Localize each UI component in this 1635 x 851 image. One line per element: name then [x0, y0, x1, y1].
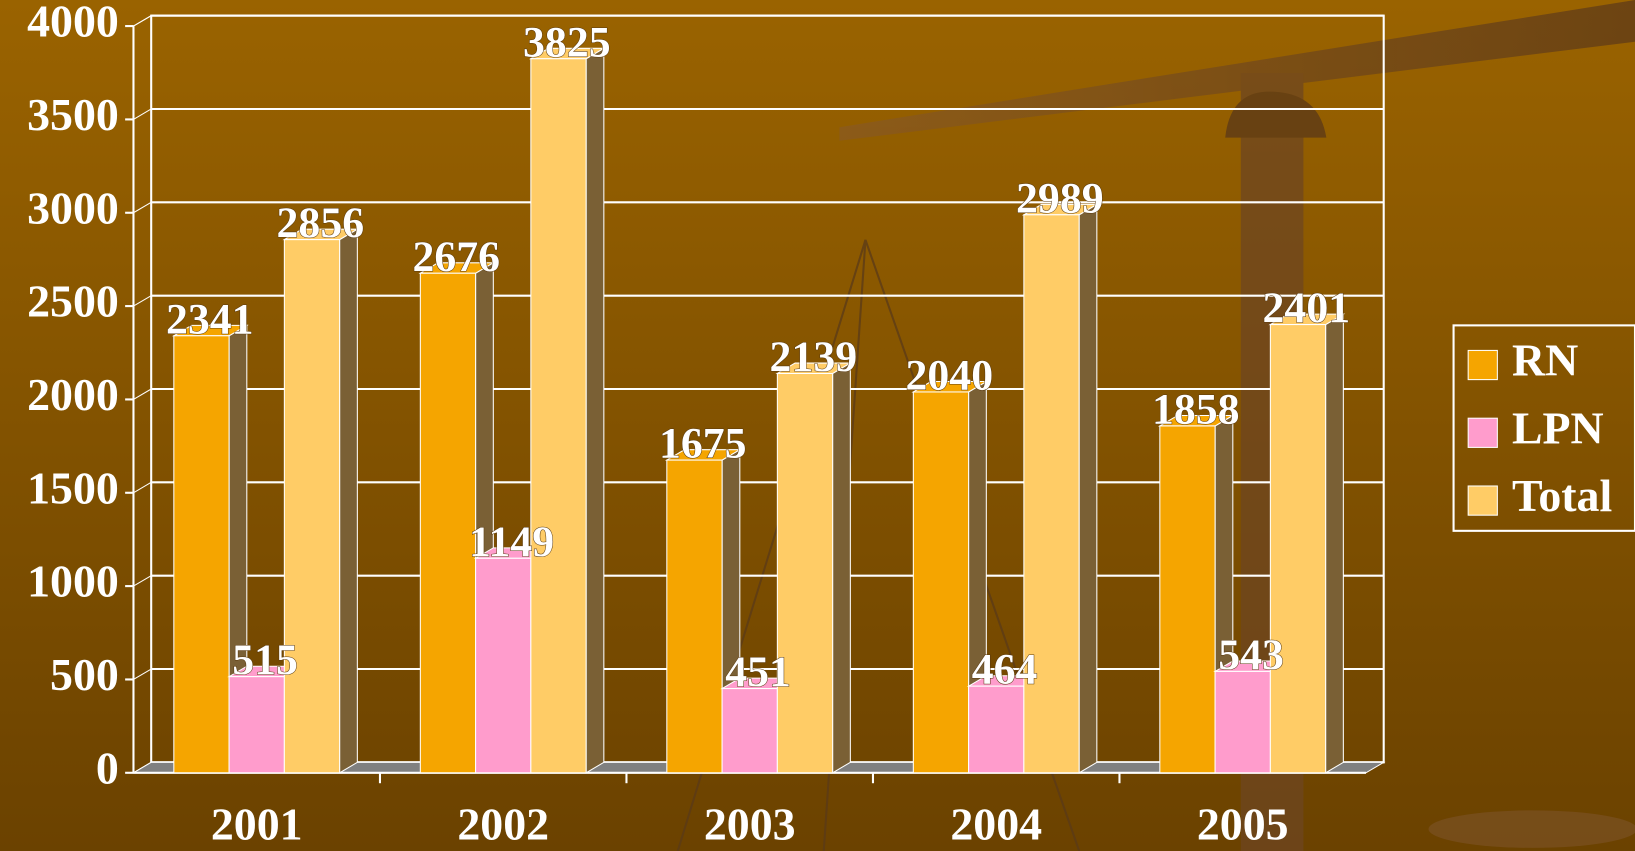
bar	[228, 676, 285, 774]
x-tick-label: 2002	[457, 799, 549, 850]
data-label: 2856	[277, 199, 365, 247]
data-label: 543	[1218, 631, 1284, 679]
bar	[1159, 425, 1216, 774]
data-label: 451	[725, 648, 791, 696]
legend-swatch	[1467, 349, 1498, 381]
x-tick-label: 2003	[704, 799, 796, 850]
data-label: 3825	[523, 18, 611, 66]
bar	[912, 391, 970, 774]
grid-line	[133, 201, 152, 214]
bar	[666, 459, 723, 774]
bar	[968, 685, 1025, 774]
y-tick-label: 3500	[27, 89, 119, 140]
bar-side	[832, 362, 851, 774]
grid-line	[133, 481, 152, 494]
legend-label: RN	[1512, 335, 1578, 386]
bar-side	[1325, 313, 1344, 774]
data-label: 2341	[166, 295, 254, 343]
y-tick-label: 2500	[27, 276, 119, 327]
legend-label: LPN	[1512, 402, 1604, 453]
data-label: 1675	[659, 420, 747, 468]
bar-side	[339, 228, 358, 774]
data-label: 2676	[413, 233, 501, 281]
y-tick-label: 1000	[27, 556, 119, 607]
y-tick-label: 500	[50, 649, 119, 700]
legend-label: Total	[1512, 470, 1612, 521]
bar	[283, 239, 341, 774]
data-label: 464	[972, 646, 1038, 694]
bar	[1214, 670, 1271, 774]
y-tick-label: 0	[96, 742, 119, 793]
bar	[530, 58, 587, 774]
x-tick-label: 2005	[1197, 799, 1289, 850]
bar	[1023, 214, 1080, 774]
data-label: 2401	[1263, 284, 1351, 332]
data-label: 2989	[1016, 174, 1104, 222]
grid-line	[133, 108, 152, 120]
y-tick-label: 3000	[27, 182, 119, 233]
grid-line	[133, 15, 152, 27]
bar	[475, 557, 532, 774]
data-label: 515	[232, 636, 298, 684]
legend-swatch	[1467, 417, 1498, 448]
legend-swatch	[1467, 485, 1498, 516]
x-tick-label: 2004	[950, 799, 1042, 850]
grid-line	[133, 575, 152, 587]
bar-side	[585, 47, 605, 774]
y-tick-label: 1500	[27, 462, 119, 513]
grid-line	[133, 295, 152, 307]
x-tick-label: 2001	[211, 799, 303, 850]
data-label: 1149	[469, 518, 554, 566]
bar-side	[1078, 203, 1098, 774]
grid-line	[133, 668, 152, 680]
legend-box	[1452, 324, 1635, 532]
bar	[776, 372, 834, 774]
bar	[419, 272, 477, 774]
bar	[1269, 324, 1327, 774]
bar	[173, 335, 230, 774]
grid-line	[133, 388, 152, 400]
data-label: 1858	[1152, 385, 1240, 433]
bar	[721, 688, 778, 774]
y-tick-label: 2000	[27, 369, 119, 420]
data-label: 2040	[906, 351, 994, 399]
y-tick-label: 4000	[27, 0, 119, 47]
data-label: 2139	[770, 333, 858, 381]
